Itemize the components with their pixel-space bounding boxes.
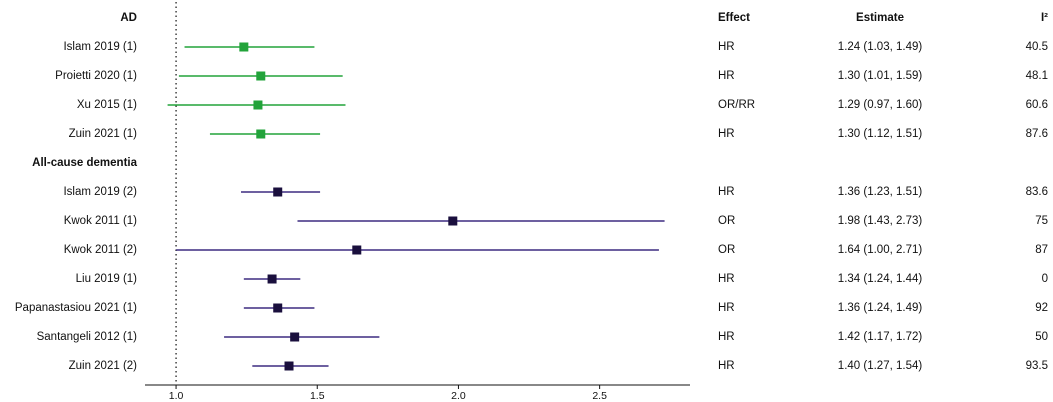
effect-cell: HR (718, 360, 735, 372)
study-label: Proietti 2020 (1) (55, 70, 137, 82)
estimate-cell: 1.34 (1.24, 1.44) (838, 273, 923, 285)
study-label: Kwok 2011 (1) (64, 215, 137, 227)
i2-cell: 93.5 (1026, 360, 1048, 372)
group-label: All-cause dementia (32, 157, 137, 169)
i2-cell: 0 (1042, 273, 1048, 285)
study-label: Xu 2015 (1) (77, 99, 137, 111)
x-tick-label: 2.0 (451, 390, 466, 402)
study-label: Islam 2019 (1) (63, 41, 137, 53)
point-estimate (273, 303, 283, 313)
estimate-cell: 1.30 (1.01, 1.59) (838, 70, 923, 82)
point-estimate (448, 216, 458, 226)
effect-cell: HR (718, 41, 735, 53)
x-tick-label: 2.5 (592, 390, 607, 402)
i2-cell: 75 (1035, 215, 1048, 227)
i2-cell: 40.5 (1026, 41, 1048, 53)
study-label: Kwok 2011 (2) (64, 244, 137, 256)
effect-cell: OR/RR (718, 99, 755, 111)
study-label: Liu 2019 (1) (76, 273, 138, 285)
estimate-cell: 1.36 (1.24, 1.49) (838, 302, 923, 314)
point-estimate (256, 129, 266, 139)
point-estimate (352, 245, 362, 255)
point-estimate (267, 274, 277, 284)
estimate-cell: 1.36 (1.23, 1.51) (838, 186, 923, 198)
i2-cell: 87.6 (1026, 128, 1048, 140)
x-tick-label: 1.5 (310, 390, 325, 402)
point-estimate (290, 332, 300, 342)
effect-cell: OR (718, 215, 735, 227)
estimate-cell: 1.30 (1.12, 1.51) (838, 128, 923, 140)
estimate-cell: 1.42 (1.17, 1.72) (838, 331, 923, 343)
effect-cell: HR (718, 273, 735, 285)
effect-cell: HR (718, 302, 735, 314)
point-estimate (273, 187, 283, 197)
i2-cell: 48.1 (1026, 70, 1048, 82)
estimate-cell: 1.40 (1.27, 1.54) (838, 360, 923, 372)
column-header: I² (1041, 12, 1048, 24)
study-label: Santangeli 2012 (1) (37, 331, 138, 343)
i2-cell: 50 (1035, 331, 1048, 343)
study-label: Islam 2019 (2) (63, 186, 137, 198)
point-estimate (253, 100, 263, 110)
study-label: Papanastasiou 2021 (1) (15, 302, 137, 314)
point-estimate (256, 71, 266, 81)
x-tick-label: 1.0 (169, 390, 184, 402)
effect-cell: HR (718, 186, 735, 198)
effect-cell: HR (718, 128, 735, 140)
estimate-cell: 1.24 (1.03, 1.49) (838, 41, 923, 53)
effect-cell: HR (718, 331, 735, 343)
point-estimate (284, 361, 294, 371)
study-label: Zuin 2021 (2) (69, 360, 138, 372)
estimate-cell: 1.98 (1.43, 2.73) (838, 215, 923, 227)
i2-cell: 60.6 (1026, 99, 1048, 111)
i2-cell: 87 (1035, 244, 1048, 256)
column-header: Effect (718, 12, 750, 24)
effect-cell: HR (718, 70, 735, 82)
i2-cell: 92 (1035, 302, 1048, 314)
column-header: Estimate (856, 12, 904, 24)
effect-cell: OR (718, 244, 735, 256)
point-estimate (239, 42, 249, 52)
estimate-cell: 1.64 (1.00, 2.71) (838, 244, 923, 256)
group-label: AD (120, 12, 137, 24)
i2-cell: 83.6 (1026, 186, 1048, 198)
estimate-cell: 1.29 (0.97, 1.60) (838, 99, 923, 111)
study-label: Zuin 2021 (1) (69, 128, 138, 140)
